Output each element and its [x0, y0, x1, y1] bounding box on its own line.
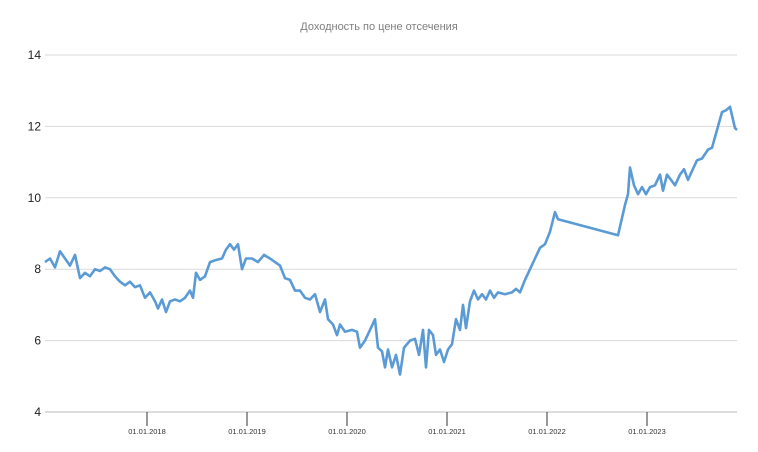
- x-tick-label: 01.01.2020: [328, 427, 366, 436]
- y-tick-label: 10: [28, 191, 42, 205]
- y-tick-label: 8: [34, 262, 41, 276]
- x-tick-label: 01.01.2023: [628, 427, 666, 436]
- y-axis: 4 6 8 10 12 14: [28, 48, 42, 419]
- y-tick-label: 4: [34, 405, 41, 419]
- gridlines: [45, 54, 737, 413]
- chart-title: Доходность по цене отсечения: [300, 21, 458, 33]
- x-tick-label: 01.01.2021: [428, 427, 466, 436]
- x-tick-label: 01.01.2018: [128, 427, 166, 436]
- series-line-yield: [44, 105, 738, 376]
- x-axis: 01.01.2018 01.01.2019 01.01.2020 01.01.2021…: [128, 412, 666, 436]
- y-tick-label: 12: [28, 119, 42, 133]
- y-tick-label: 14: [28, 48, 42, 62]
- y-tick-label: 6: [34, 334, 41, 348]
- x-tick-label: 01.01.2022: [528, 427, 566, 436]
- x-tick-label: 01.01.2019: [228, 427, 266, 436]
